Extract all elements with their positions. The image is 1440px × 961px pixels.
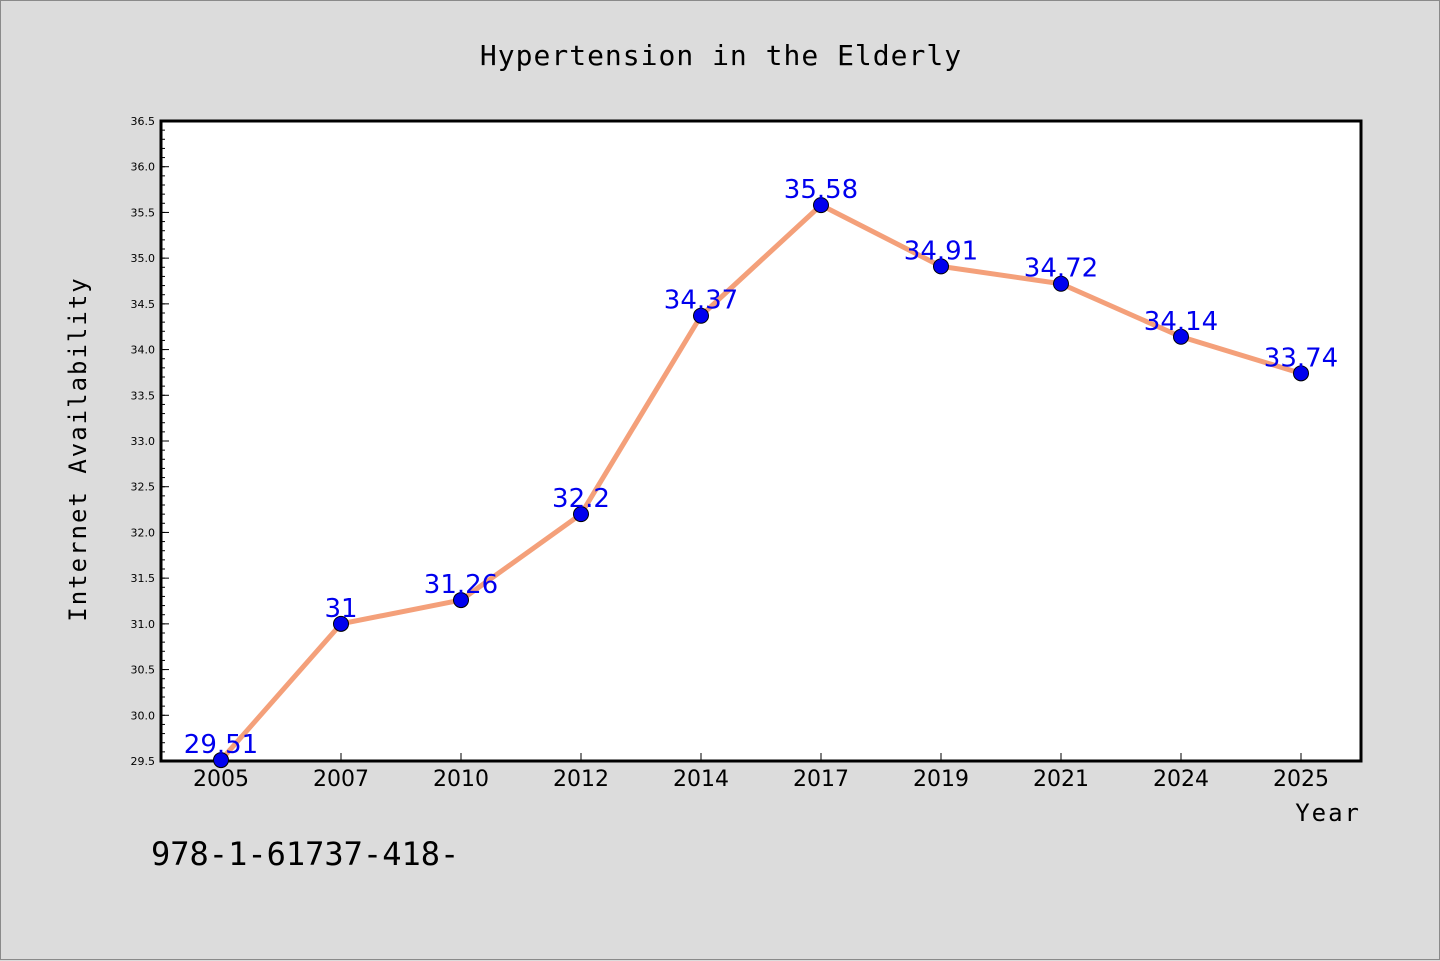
data-point [1293,365,1309,382]
y-tick-label: 35.0 [131,252,156,265]
x-tick-label: 2019 [913,767,969,792]
data-label: 35.58 [784,175,858,205]
data-label: 34.37 [664,286,738,316]
x-tick-label: 2014 [673,767,729,792]
footer-isbn: 978-1-61737-418- [151,835,459,873]
y-tick-label: 32.0 [131,526,156,539]
data-label: 29.51 [184,730,258,760]
data-labels: 29.51 31 31.26 32.2 34.37 35.58 34.91 34.72 34.1… [184,175,1338,760]
data-label: 31.26 [424,570,498,600]
y-tick-label: 35.5 [131,206,156,219]
x-tick-label: 2012 [553,767,609,792]
y-tick-label: 36.5 [131,115,156,128]
x-axis-label: Year [1295,799,1361,827]
y-tick-label: 31.5 [131,572,156,585]
x-axis: 2005 2007 2010 2012 2014 2017 2019 2021 2024 2025 [193,753,1329,792]
data-point [573,506,589,523]
data-point [933,258,949,275]
data-point [333,615,349,632]
data-point [813,197,829,214]
series-markers [213,197,1309,769]
y-tick-label: 36.0 [131,161,156,174]
data-label: 34.72 [1024,254,1098,284]
data-point [1053,275,1069,292]
series-line [219,202,1302,762]
y-axis: 29.5 30.0 30.5 31.0 31.5 32.0 32.5 33.0 33.5 34.0… [131,115,169,768]
chart-title: Hypertension in the Elderly [480,39,962,72]
y-tick-label: 34.5 [131,298,156,311]
x-tick-label: 2007 [313,767,369,792]
data-point [693,307,709,324]
y-tick-label: 32.5 [131,481,156,494]
data-label: 32.2 [552,484,610,514]
y-axis-label: Internet Availability [64,276,92,621]
data-point [213,752,229,769]
x-tick-label: 2005 [193,767,249,792]
y-tick-label: 33.5 [131,389,156,402]
x-tick-label: 2025 [1273,767,1329,792]
x-tick-label: 2021 [1033,767,1089,792]
data-label: 34.14 [1144,307,1218,337]
data-label: 34.91 [904,236,978,266]
x-tick-label: 2024 [1153,767,1209,792]
data-point [453,592,469,609]
y-tick-label: 30.5 [131,664,156,677]
y-tick-label: 31.0 [131,618,156,631]
y-tick-label: 30.0 [131,709,156,722]
x-tick-label: 2010 [433,767,489,792]
y-tick-label: 33.0 [131,435,156,448]
data-label: 33.74 [1264,343,1338,373]
y-tick-label: 34.0 [131,344,156,357]
x-tick-label: 2017 [793,767,849,792]
series-line-group [219,202,1302,762]
y-tick-label: 29.5 [131,755,156,768]
data-point [1173,328,1189,345]
data-label: 31 [324,594,357,624]
plot-area [159,119,1363,763]
